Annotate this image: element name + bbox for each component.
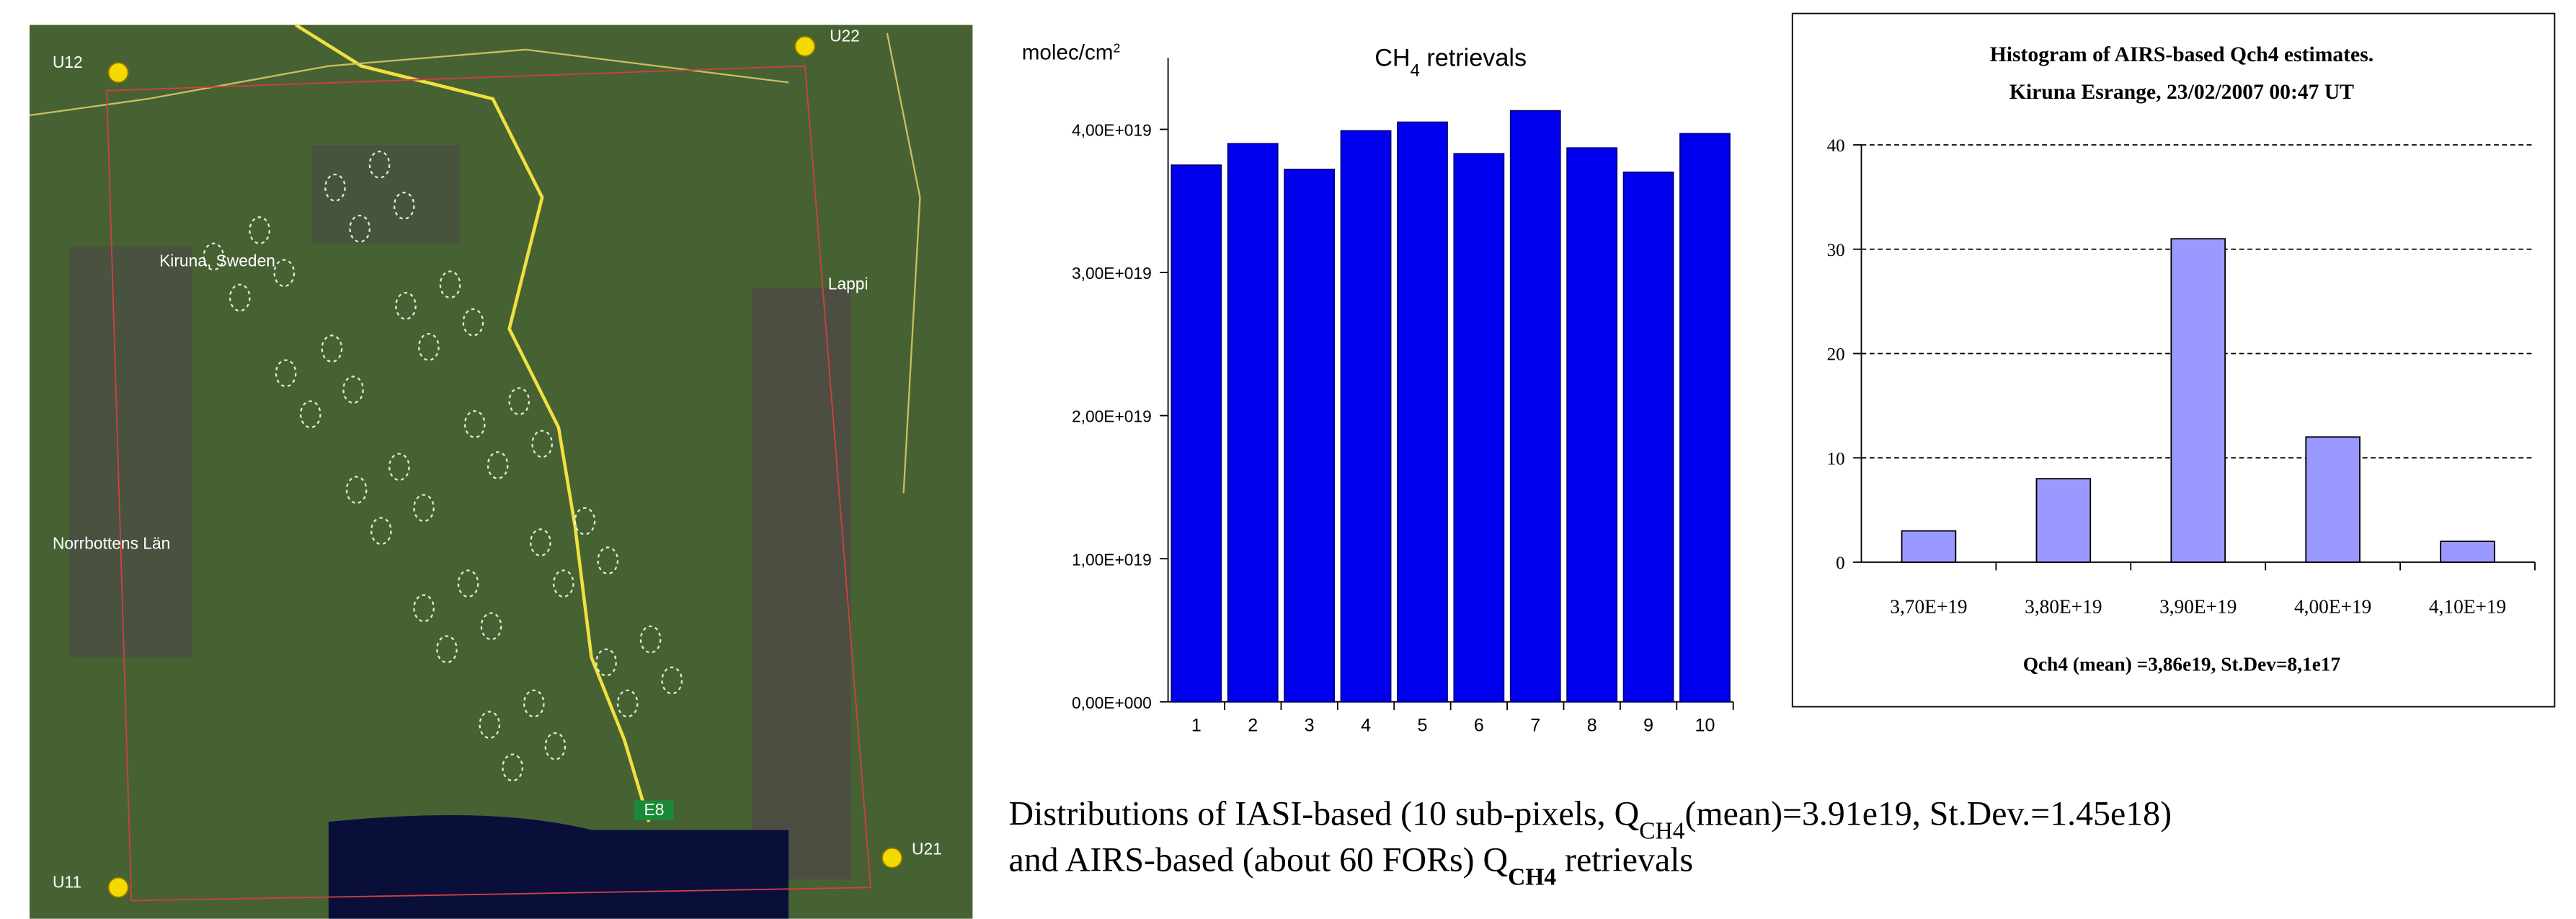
y-tick-label: 3,00E+019 [1072,264,1152,283]
map-sea [328,814,789,919]
map-label: U11 [53,872,81,891]
rich-text: and AIRS-based (about 60 FORs) QCH4 retr… [1009,840,1694,890]
fov-ellipses [203,150,683,782]
x-tick-label: 3,80E+19 [2025,596,2102,618]
y-tick-label: 4,00E+019 [1072,121,1152,140]
text-part: 2 [1113,40,1120,55]
text-part: Distributions of IASI-based (10 sub-pixe… [1009,795,1640,833]
x-tick-label: 6 [1474,716,1484,736]
bar [1453,153,1505,703]
bar [2170,238,2226,563]
bar [1227,143,1279,703]
x-tick-label: 1 [1191,716,1202,736]
x-tick-label: 9 [1643,716,1653,736]
map-strip [752,288,851,879]
road-sign [634,800,674,820]
bar [1397,121,1448,703]
map-label: U12 [53,53,83,71]
y-tick-label: 0,00E+000 [1072,693,1152,712]
text-part: 4 [1411,61,1420,80]
x-tick-label: 7 [1530,716,1540,736]
map-labels: U12 U22 Kiruna, Sweden Lappi Norrbottens Län… [53,26,942,891]
map-label: E8 [644,800,665,819]
bar [2305,436,2360,563]
map-label: Lappi [828,275,869,293]
chart-title: Kiruna Esrange, 23/02/2007 00:47 UT [2009,81,2354,104]
rich-text: CH4 retrievals [1374,45,1527,81]
text-part: CH4 [1639,817,1685,844]
caption: Distributions of IASI-based (10 sub-pixe… [1009,795,2172,890]
rich-text: molec/cm2 [1022,40,1121,64]
map-strip [68,247,192,658]
x-tick-label: 4,10E+19 [2429,596,2506,618]
y-tick-label: 40 [1827,136,1845,156]
text-part: molec/cm [1022,40,1114,64]
y-tick-label: 2,00E+019 [1072,407,1152,426]
x-tick-label: 3 [1305,716,1315,736]
x-tick-label: 4 [1361,716,1371,736]
bar [1679,133,1731,703]
bar [1340,130,1392,703]
map-label: U22 [830,26,860,45]
bar [1171,164,1222,703]
map-label: Norrbottens Län [53,534,170,553]
y-tick-label: 20 [1827,345,1845,365]
y-tick-label: 10 [1827,449,1845,469]
border [295,23,651,822]
map-label: Kiruna, Sweden [159,252,275,270]
x-tick-label: 8 [1587,716,1597,736]
bar [1901,530,1957,563]
map-label: U21 [912,840,942,858]
y-tick-label: 30 [1827,241,1845,260]
pins [107,35,903,898]
chart: CH4 retrievalsmolec/cm20,00E+0001,00E+01… [1022,40,1734,736]
x-tick-label: 4,00E+19 [2294,596,2371,618]
chart: Histogram of AIRS-based Qch4 estimates. K… [1827,43,2536,675]
bar [1622,172,1674,703]
rich-text: Distributions of IASI-based (10 sub-pixe… [1009,795,2172,845]
y-tick-label: 1,00E+019 [1072,550,1152,569]
x-tick-label: 5 [1417,716,1427,736]
border [29,32,921,494]
x-axis-label: Qch4 (mean) =3,86e19, St.Dev=8,1e17 [2023,653,2340,675]
text-part: CH [1374,45,1410,72]
x-tick-label: 3,70E+19 [1890,596,1967,618]
x-tick-label: 2 [1248,716,1258,736]
map [29,23,973,919]
text-part: retrievals [1556,840,1693,879]
text-part: CH4 [1508,863,1556,890]
bar [1284,169,1336,703]
map-strip [312,145,461,244]
bar [1509,110,1561,703]
bar [2440,541,2495,563]
x-tick-label: 3,90E+19 [2159,596,2237,618]
chart-title: Histogram of AIRS-based Qch4 estimates. [1990,43,2373,66]
bar [1566,147,1618,703]
text-part: (mean)=3.91e19, St.Dev.=1.45e18) [1684,795,2172,833]
text-part: retrievals [1420,45,1527,72]
footprint [106,65,872,902]
bar [2035,478,2092,563]
x-tick-label: 10 [1695,716,1715,736]
y-tick-label: 0 [1836,554,1845,573]
text-part: and AIRS-based (about 60 FORs) Q [1009,840,1509,879]
